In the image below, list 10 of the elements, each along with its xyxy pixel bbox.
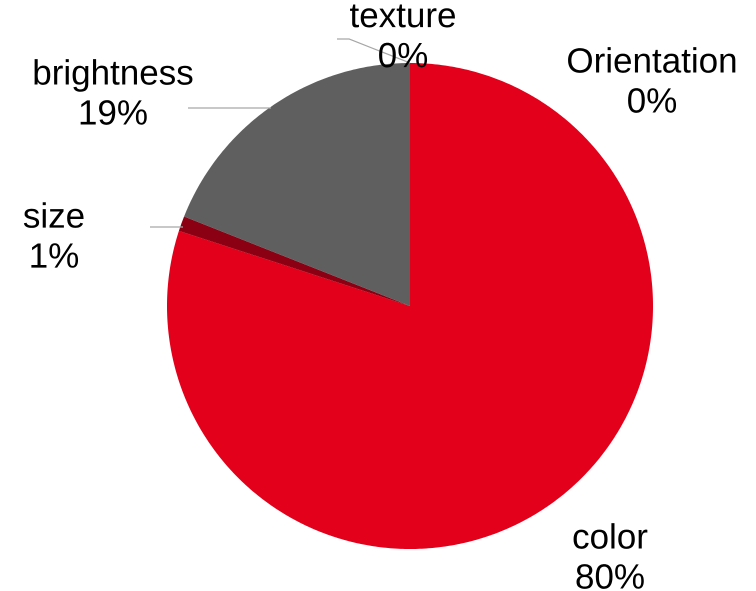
- text: 0%: [628, 88, 676, 113]
- slice-label: size: [24, 202, 84, 228]
- data-label: 1%: [31, 243, 78, 268]
- category-label: texture: [350, 4, 455, 28]
- slice-label: color: [574, 523, 648, 549]
- text: 0%: [379, 42, 428, 68]
- slice-label: brightness: [34, 59, 192, 92]
- data-label: 19%: [80, 100, 147, 125]
- data-label: 80%: [576, 564, 644, 589]
- category-label: Orientation: [568, 47, 736, 73]
